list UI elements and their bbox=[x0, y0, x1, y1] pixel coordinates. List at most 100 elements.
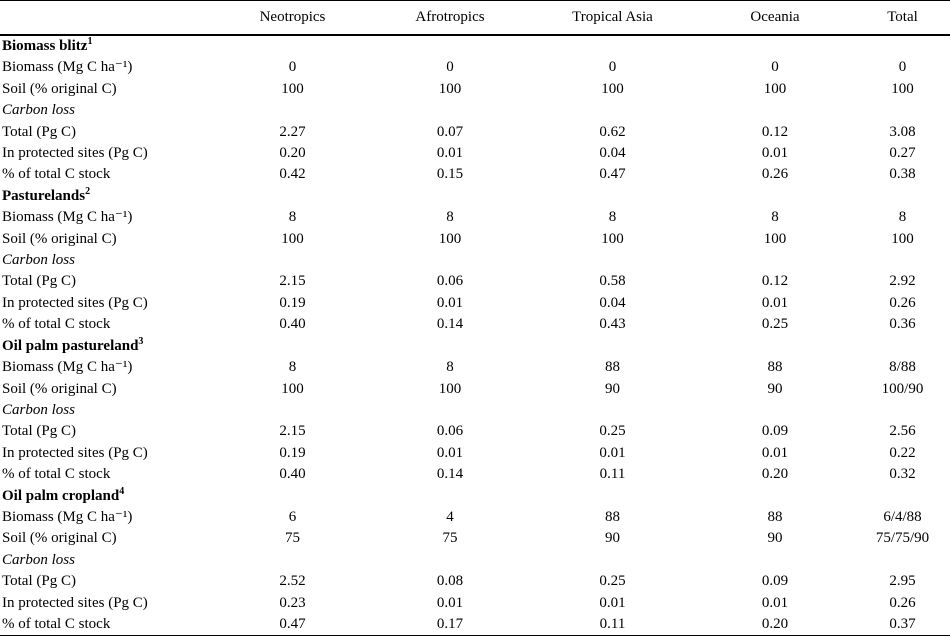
cell-value: 100 bbox=[763, 230, 787, 247]
table-row: % of total C stock 0.40 0.14 0.43 0.25 0.36 bbox=[0, 314, 950, 335]
cell-value: 100 bbox=[601, 230, 624, 247]
cell-value: 88 bbox=[605, 359, 620, 376]
cell-value bbox=[530, 250, 695, 271]
row-label: % of total C stock bbox=[2, 615, 111, 632]
cell-value: 0.25 bbox=[761, 316, 789, 333]
cell-value: 100 bbox=[891, 80, 914, 97]
cell-value bbox=[695, 400, 855, 421]
cell-value: 0.37 bbox=[889, 615, 916, 632]
cell-value: 8 bbox=[771, 209, 779, 226]
cell-value: 2.56 bbox=[889, 423, 916, 440]
table-row: % of total C stock 0.47 0.17 0.11 0.20 0.37 bbox=[0, 614, 950, 636]
cell-value: 0.58 bbox=[599, 273, 626, 290]
cell-value: 90 bbox=[605, 530, 620, 547]
cell-value: 0 bbox=[288, 59, 297, 76]
cell-value: 8 bbox=[898, 209, 907, 226]
row-label: Soil (% original C) bbox=[2, 230, 117, 247]
cell-value: 2.15 bbox=[279, 423, 306, 440]
section-title: Oil palm cropland4 bbox=[2, 485, 125, 504]
row-label: % of total C stock bbox=[2, 316, 111, 333]
cell-value: 8/88 bbox=[889, 359, 916, 376]
section-header-row: Oil palm pastureland3 bbox=[0, 336, 950, 357]
cell-value: 0.40 bbox=[279, 466, 306, 483]
cell-value: 0.08 bbox=[436, 573, 464, 590]
row-label: Total (Pg C) bbox=[2, 573, 76, 590]
cell-value bbox=[370, 250, 530, 271]
table-row: In protected sites (Pg C) 0.19 0.01 0.04 0.0… bbox=[0, 293, 950, 314]
cell-value: 0.38 bbox=[889, 166, 916, 183]
cell-value: 0.01 bbox=[761, 444, 789, 461]
cell-value: 0.40 bbox=[279, 316, 306, 333]
cell-value: 0 bbox=[608, 59, 617, 76]
row-label: In protected sites (Pg C) bbox=[2, 444, 148, 461]
cell-value: 8 bbox=[446, 209, 454, 226]
cell-value: 0.04 bbox=[599, 294, 626, 311]
row-label: Soil (% original C) bbox=[2, 380, 117, 397]
cell-value: 2.15 bbox=[279, 273, 306, 290]
cell-value: 0.20 bbox=[761, 615, 789, 632]
subheader-row: Carbon loss bbox=[0, 250, 950, 271]
row-label: Soil (% original C) bbox=[2, 80, 117, 97]
row-label: Biomass (Mg C ha⁻¹) bbox=[2, 359, 133, 376]
cell-value: 0 bbox=[898, 59, 907, 76]
table-row: Biomass (Mg C ha⁻¹) 8 8 88 88 8/88 bbox=[0, 357, 950, 378]
cell-value: 0.11 bbox=[599, 466, 626, 483]
cell-value: 90 bbox=[605, 380, 620, 397]
table-row: Soil (% original C) 75 75 90 90 75/75/90 bbox=[0, 528, 950, 549]
cell-value bbox=[370, 100, 530, 121]
table-row: In protected sites (Pg C) 0.23 0.01 0.01 0.0… bbox=[0, 593, 950, 614]
cell-value: 0.17 bbox=[436, 615, 464, 632]
cell-value: 0.23 bbox=[279, 594, 306, 611]
row-label: Total (Pg C) bbox=[2, 123, 76, 140]
column-header-oceania: Oceania bbox=[695, 0, 855, 36]
cell-value bbox=[370, 400, 530, 421]
cell-value bbox=[215, 100, 370, 121]
cell-value: 0.15 bbox=[436, 166, 464, 183]
row-label: Total (Pg C) bbox=[2, 423, 76, 440]
cell-value: 0.07 bbox=[436, 123, 464, 140]
cell-value: 0.09 bbox=[761, 573, 789, 590]
cell-value: 88 bbox=[767, 508, 783, 525]
table-row: Biomass (Mg C ha⁻¹) 6 4 88 88 6/4/88 bbox=[0, 507, 950, 528]
row-label: Biomass (Mg C ha⁻¹) bbox=[2, 59, 133, 76]
row-label: Carbon loss bbox=[2, 252, 75, 269]
cell-value: 3.08 bbox=[889, 123, 916, 140]
cell-value bbox=[855, 100, 950, 121]
cell-value: 8 bbox=[446, 359, 454, 376]
section-title: Pasturelands2 bbox=[2, 185, 91, 204]
cell-value bbox=[695, 250, 855, 271]
cell-value: 8 bbox=[288, 209, 297, 226]
row-label: Carbon loss bbox=[2, 102, 75, 119]
cell-value: 90 bbox=[767, 530, 783, 547]
table-row: In protected sites (Pg C) 0.20 0.01 0.04 0.0… bbox=[0, 143, 950, 164]
cell-value: 0.62 bbox=[599, 123, 626, 140]
cell-value: 0.27 bbox=[889, 145, 916, 162]
cell-value bbox=[530, 100, 695, 121]
table-row: Total (Pg C) 2.15 0.06 0.25 0.09 2.56 bbox=[0, 421, 950, 442]
cell-value: 4 bbox=[446, 508, 454, 525]
cell-value: 0 bbox=[446, 59, 454, 76]
cell-value: 0.14 bbox=[436, 466, 464, 483]
row-label: % of total C stock bbox=[2, 466, 111, 483]
cell-value: 0.09 bbox=[761, 423, 789, 440]
cell-value: 100 bbox=[281, 380, 304, 397]
column-header-neotropics: Neotropics bbox=[215, 0, 370, 36]
cell-value: 2.27 bbox=[279, 123, 306, 140]
cell-value: 0.36 bbox=[889, 316, 916, 333]
table-body: Biomass blitz1 Biomass (Mg C ha⁻¹) 0 0 0 0 0 So… bbox=[0, 35, 950, 636]
cell-value bbox=[215, 250, 370, 271]
cell-value: 100 bbox=[763, 80, 787, 97]
section-title: Biomass blitz1 bbox=[2, 36, 93, 55]
cell-value: 0.01 bbox=[761, 594, 789, 611]
cell-value: 0.25 bbox=[599, 573, 626, 590]
header-row: Neotropics Afrotropics Tropical Asia Oce… bbox=[0, 0, 950, 36]
cell-value: 0.14 bbox=[436, 316, 464, 333]
table-header: Neotropics Afrotropics Tropical Asia Oce… bbox=[0, 0, 950, 36]
table-row: Total (Pg C) 2.52 0.08 0.25 0.09 2.95 bbox=[0, 571, 950, 592]
cell-value: 0.20 bbox=[761, 466, 789, 483]
table-row: In protected sites (Pg C) 0.19 0.01 0.01 0.0… bbox=[0, 443, 950, 464]
subheader-row: Carbon loss bbox=[0, 550, 950, 571]
row-label: % of total C stock bbox=[2, 166, 111, 183]
row-label: Carbon loss bbox=[2, 401, 75, 418]
